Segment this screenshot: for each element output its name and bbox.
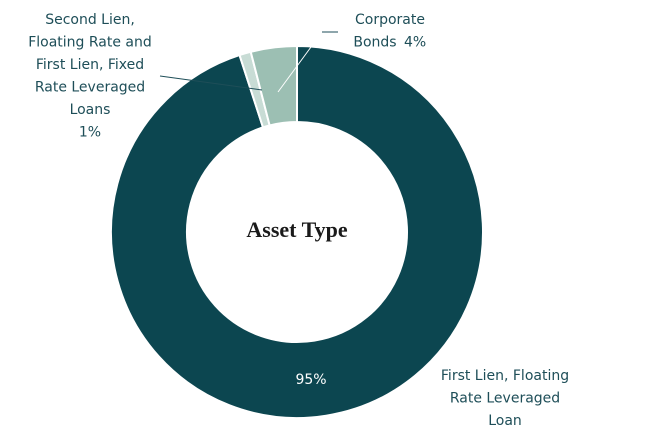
slice-label: Rate Leveraged	[450, 391, 560, 407]
chart-title: Asset Type	[246, 217, 347, 242]
slice	[110, 44, 484, 419]
slice	[249, 44, 298, 127]
slice-label: Floating Rate and	[28, 35, 152, 51]
slice-label: Bonds	[353, 35, 396, 51]
slice-label: Loan	[488, 413, 522, 428]
value-label: 4%	[404, 35, 426, 51]
slice-label: Second Lien,	[45, 12, 135, 28]
slice-label: First Lien, Floating	[441, 368, 569, 384]
slice-label: Corporate	[355, 12, 425, 28]
leader-line	[159, 75, 263, 91]
slice-label: Loans	[70, 102, 111, 118]
value-label: 95%	[295, 372, 326, 388]
slice-label: First Lien, Fixed	[36, 57, 144, 73]
slice-label: Rate Leveraged	[35, 80, 145, 96]
value-label: 1%	[79, 125, 101, 141]
leader-line	[277, 31, 323, 93]
